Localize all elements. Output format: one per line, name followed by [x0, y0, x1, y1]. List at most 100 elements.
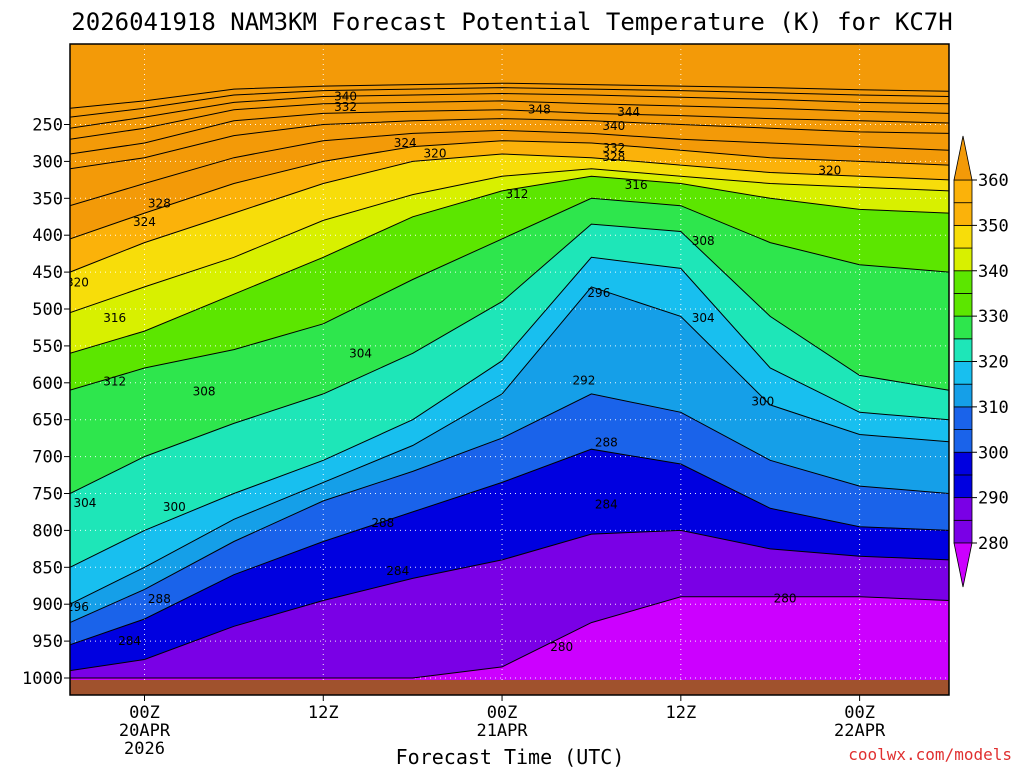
contour-label: 316: [103, 311, 126, 325]
colorbar-tick-label: 320: [978, 353, 1009, 373]
colorbar-segment: [953, 293, 973, 317]
colorbar-segment: [953, 224, 973, 249]
x-axis-title: Forecast Time (UTC): [396, 745, 625, 768]
contour-label: 280: [550, 640, 573, 654]
colorbar-segment: [953, 338, 973, 362]
y-tick-label: 450: [32, 263, 63, 283]
contour-label: 304: [692, 311, 715, 325]
colorbar-segment: [953, 519, 973, 544]
colorbar-tick-label: 330: [978, 307, 1009, 327]
contour-label: 284: [595, 498, 618, 512]
y-tick-label: 250: [32, 116, 63, 136]
colorbar: 280 290 300 310 320 330 340 350 360: [953, 135, 1009, 588]
colorbar-tick-label: 350: [978, 216, 1009, 236]
contour-label: 324: [133, 215, 156, 229]
x-tick-label: 00Z: [129, 703, 160, 723]
contour-label: 328: [148, 196, 171, 210]
x-tick-label: 00Z: [487, 703, 518, 723]
contour-label: 296: [66, 600, 89, 614]
contour-label: 308: [692, 234, 715, 248]
y-tick-label: 750: [32, 485, 63, 505]
contour-label: 324: [394, 136, 417, 150]
y-tick-label: 900: [32, 595, 63, 615]
ground-terrain: [70, 680, 949, 695]
contour-label: 332: [334, 100, 357, 114]
contour-label: 304: [349, 346, 372, 360]
isentrope-fills: [70, 44, 949, 678]
colorbar-segment: [953, 451, 973, 476]
contour-label: 320: [66, 275, 89, 289]
isentrope-328: [70, 129, 949, 207]
colorbar-segment: [953, 315, 973, 340]
isentrope-304: [70, 223, 949, 494]
contour-label: 316: [625, 178, 648, 192]
isentrope-316: [70, 168, 949, 314]
colorbar-segment: [953, 179, 973, 204]
contour-label: 340: [334, 89, 357, 103]
isentrope-332: [70, 118, 949, 170]
colorbar-tick-label: 280: [978, 534, 1009, 554]
y-tick-label: 500: [32, 300, 63, 320]
isentrope-340: [70, 100, 949, 140]
y-tick-label: 1000: [22, 669, 63, 689]
isentrope-contours: [70, 82, 949, 679]
colorbar-tick-label: 290: [978, 489, 1009, 509]
colorbar-tick-label: 360: [978, 171, 1009, 191]
colorbar-segment: [953, 270, 973, 294]
contour-label: 288: [148, 592, 171, 606]
contour-label: 284: [386, 564, 409, 578]
y-tick-label: 800: [32, 521, 63, 541]
colorbar-max-arrow: [953, 135, 973, 181]
x-tick-label: 00Z: [844, 703, 875, 723]
colorbar-segment: [953, 429, 973, 453]
x-tick-label: 21APR: [476, 721, 528, 741]
contour-label: 312: [505, 187, 528, 201]
plot-frame: [69, 43, 950, 696]
contour-label: 296: [587, 286, 610, 300]
contour-label: 292: [573, 374, 596, 388]
y-tick-label: 700: [32, 448, 63, 468]
isentrope-280: [70, 596, 949, 679]
colorbar-segment: [953, 361, 973, 385]
y-tick-label: 400: [32, 226, 63, 246]
isentrope-band: [70, 44, 949, 109]
isentrope-348: [70, 87, 949, 118]
isentrope-284: [70, 529, 949, 672]
contour-label: 280: [774, 591, 797, 605]
x-tick-label: 20APR: [119, 721, 171, 741]
isentrope-308: [70, 197, 949, 391]
y-tick-label: 300: [32, 152, 63, 172]
y-tick-label: 950: [32, 632, 63, 652]
contour-label: 320: [424, 146, 447, 160]
colorbar-segment: [953, 202, 973, 226]
contour-label: 300: [163, 500, 186, 514]
contour-label: 320: [818, 163, 841, 177]
colorbar-tick-label: 310: [978, 398, 1009, 418]
isentrope-336: [70, 109, 949, 155]
contour-label: 332: [602, 141, 625, 155]
y-tick-label: 850: [32, 558, 63, 578]
chart-title: 2026041918 NAM3KM Forecast Potential Tem…: [71, 8, 952, 36]
isentrope-352: [70, 82, 949, 109]
colorbar-segment: [953, 247, 973, 272]
colorbar-tick-label: 300: [978, 443, 1009, 463]
y-tick-label: 350: [32, 189, 63, 209]
contour-label: 348: [528, 103, 551, 117]
colorbar-segment: [953, 406, 973, 430]
contour-label: 300: [751, 394, 774, 408]
isentrope-320: [70, 153, 949, 273]
contour-label: 288: [371, 516, 394, 530]
isentrope-312: [70, 175, 949, 354]
x-tick-label: 2026: [124, 739, 165, 759]
x-tick-label: 22APR: [834, 721, 886, 741]
colorbar-min-arrow: [953, 542, 973, 588]
colorbar-segment: [953, 383, 973, 408]
x-tick-label: 12Z: [308, 703, 339, 723]
contour-label: 308: [193, 385, 216, 399]
contour-label: 288: [595, 436, 618, 450]
colorbar-segment: [953, 474, 973, 499]
